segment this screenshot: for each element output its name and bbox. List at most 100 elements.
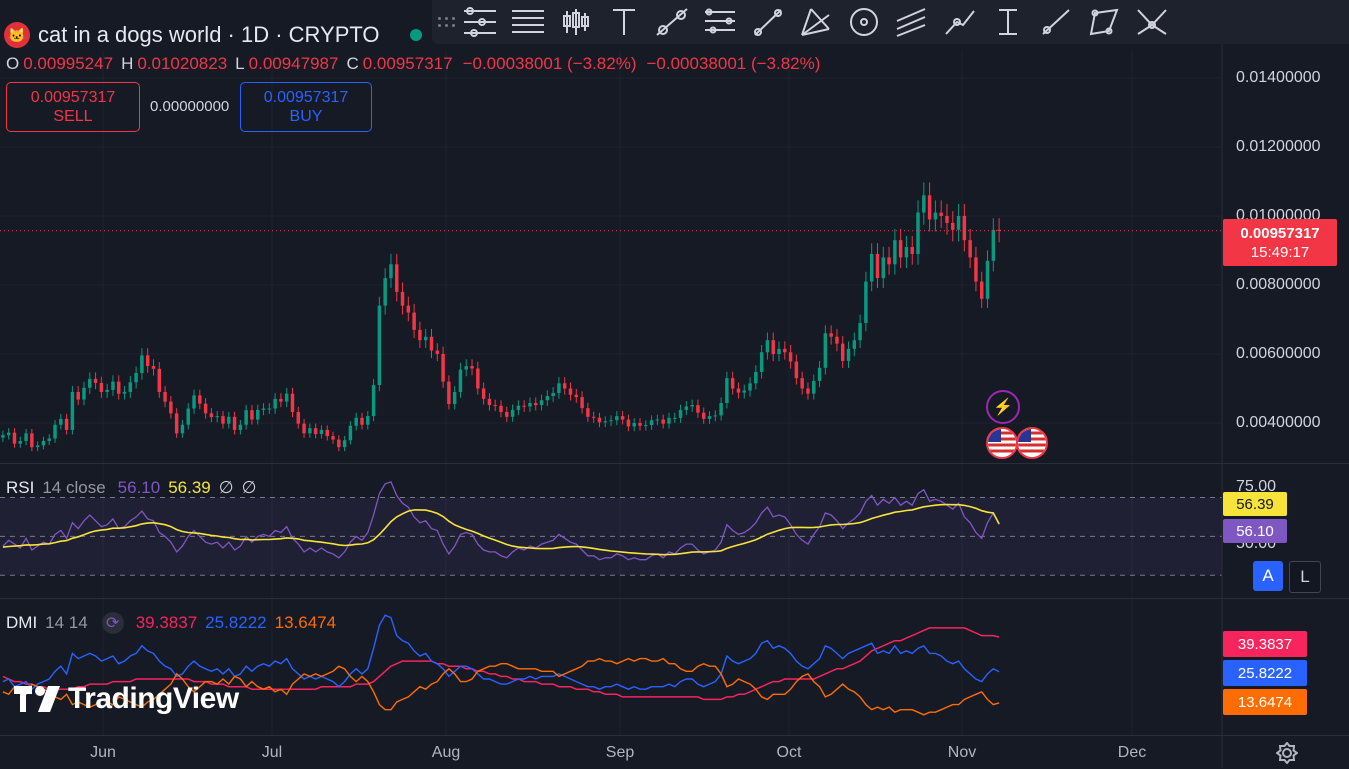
log-scale-button[interactable]: L [1289, 561, 1321, 593]
tradingview-logo[interactable]: TradingView [14, 682, 239, 716]
brush-icon[interactable] [648, 0, 696, 44]
candle-body [528, 402, 532, 407]
text-icon[interactable] [600, 0, 648, 44]
candle-body [250, 410, 254, 420]
time-tick: Dec [1117, 744, 1147, 761]
candle-body [342, 440, 347, 448]
pane-divider[interactable] [0, 463, 1349, 464]
lightning-event-icon[interactable]: ⚡ [986, 390, 1020, 424]
menu-icon[interactable] [504, 0, 552, 44]
candle-body [151, 366, 156, 369]
candle-body [933, 212, 938, 220]
candle-body [701, 412, 706, 419]
candle-body [725, 378, 729, 403]
candle-body [667, 417, 671, 424]
candle-body [951, 222, 955, 230]
candle-body [615, 416, 619, 421]
pane-divider [0, 735, 1349, 736]
settings-gear-icon[interactable] [1275, 741, 1299, 765]
sell-label: SELL [53, 108, 93, 125]
candle-body [12, 432, 17, 444]
candle-body [423, 336, 428, 341]
candle-body [829, 333, 833, 337]
candle-body [678, 409, 683, 418]
candle-body [88, 378, 92, 388]
candle-body [371, 385, 376, 417]
candle-body [267, 408, 272, 410]
candle-body [111, 381, 115, 390]
candle-body [922, 195, 926, 213]
drawing-toolbar [432, 0, 1349, 44]
vertical-line-icon[interactable] [984, 0, 1032, 44]
candle-body [539, 400, 544, 406]
candle-body [354, 417, 358, 426]
adx-line [2, 627, 1000, 701]
price-tick: 0.00800000 [1236, 276, 1321, 293]
candle-body [916, 212, 920, 254]
pane-divider[interactable] [0, 598, 1349, 599]
candle-body [163, 391, 167, 402]
candle-body [389, 264, 393, 279]
lines-icon[interactable] [456, 0, 504, 44]
candle-body [991, 229, 996, 261]
auto-scale-button[interactable]: A [1253, 561, 1283, 591]
candle-body [568, 388, 573, 395]
rsi-value: 56.10 [117, 478, 161, 497]
pattern-icon[interactable] [1128, 0, 1176, 44]
candles-icon[interactable] [552, 0, 600, 44]
candle-body [609, 420, 613, 422]
candle-body [939, 212, 943, 216]
grid-lines-icon[interactable] [696, 0, 744, 44]
grip-icon[interactable] [436, 7, 456, 37]
rsi-ma-tag: 56.39 [1223, 492, 1287, 516]
candle-body [534, 402, 538, 406]
candle-body [157, 368, 162, 392]
candle-body [209, 413, 214, 418]
candle-body [47, 438, 51, 441]
buy-button[interactable]: 0.00957317 BUY [240, 82, 372, 132]
candle-body [59, 418, 63, 425]
symbol-header[interactable]: 🐱 cat in a dogs world · 1D · CRYPTO [4, 20, 422, 50]
candle-body [557, 383, 561, 393]
us-flag-event-icon[interactable] [986, 427, 1018, 459]
candle-body [122, 391, 127, 394]
us-flag-event-icon[interactable] [1016, 427, 1048, 459]
candle-body [145, 355, 150, 367]
pitchfork-icon[interactable] [792, 0, 840, 44]
ray-icon[interactable] [1032, 0, 1080, 44]
time-tick: Oct [776, 744, 802, 761]
candle-body [41, 440, 46, 446]
candle-body [337, 439, 341, 448]
adx-tag: 39.3837 [1223, 631, 1307, 657]
polygon-icon[interactable] [1080, 0, 1128, 44]
candle-body [232, 416, 237, 430]
price-tick: 0.01200000 [1236, 138, 1321, 155]
sell-button[interactable]: 0.00957317 SELL [6, 82, 140, 132]
path-icon[interactable] [936, 0, 984, 44]
dmi-params: 14 14 [45, 613, 88, 632]
rsi-legend[interactable]: RSI 14 close 56.10 56.39 ∅ ∅ [6, 478, 256, 498]
candle-body [441, 354, 445, 382]
dmi-legend[interactable]: DMI 14 14 ⟳ 39.3837 25.8222 13.6474 [6, 612, 336, 634]
spread-value: 0.00000000 [150, 98, 230, 115]
candle-body [169, 401, 173, 414]
candle-body [574, 394, 579, 398]
fib-icon[interactable] [888, 0, 936, 44]
candle-body [945, 216, 949, 223]
high-label: H [121, 54, 134, 73]
candle-body [284, 393, 289, 402]
trend-line-icon[interactable] [744, 0, 792, 44]
close-label: C [346, 54, 359, 73]
tradingview-wordmark: TradingView [68, 682, 239, 715]
circle-icon[interactable] [840, 0, 888, 44]
plus-di-line [2, 614, 1000, 691]
dmi-label: DMI [6, 613, 38, 632]
candle-body [881, 257, 886, 279]
candle-body [962, 216, 967, 241]
candle-body [644, 425, 648, 427]
candle-body [777, 348, 781, 354]
rsi-line [2, 481, 1000, 561]
open-label: O [6, 54, 20, 73]
candle-body [551, 392, 555, 397]
